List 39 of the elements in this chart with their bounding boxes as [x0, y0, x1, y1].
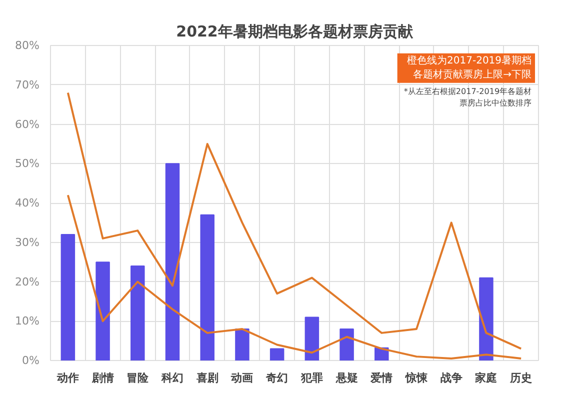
y-tick-label: 60% — [15, 118, 40, 131]
bar — [96, 262, 110, 360]
bar — [270, 348, 284, 360]
y-tick-label: 40% — [15, 196, 40, 210]
x-tick-label: 犯罪 — [300, 372, 323, 384]
x-tick-label: 历史 — [509, 372, 532, 384]
x-tick-label: 爱情 — [370, 372, 393, 384]
x-tick-label: 战争 — [440, 372, 462, 384]
y-tick-label: 70% — [15, 78, 40, 92]
x-tick-label: 动画 — [230, 372, 254, 384]
bar — [60, 234, 76, 360]
x-tick-label: 家庭 — [474, 372, 498, 384]
chart-title: 2022年暑期档电影各题材票房贡献 — [176, 22, 414, 40]
annotation: 橙色线为2017-2019暑期档 — [407, 54, 532, 67]
x-tick-label: 冒险 — [126, 372, 150, 384]
bar — [479, 277, 494, 360]
bar — [130, 266, 145, 360]
annotation: 票房占比中位数排序 — [460, 98, 532, 108]
bar — [340, 328, 354, 360]
bar — [165, 163, 180, 360]
y-tick-label: 10% — [15, 314, 40, 328]
bar — [304, 316, 320, 360]
bar — [200, 214, 214, 360]
annotation: *从左至右根据2017-2019年各题材 — [404, 86, 532, 96]
x-tick-label: 悬疑 — [334, 372, 358, 384]
y-tick-label: 0% — [22, 354, 40, 367]
annotation: 各题材贡献票房上限→下限 — [413, 68, 532, 81]
x-tick-label: 动作 — [56, 372, 79, 384]
y-tick-label: 20% — [15, 275, 40, 288]
x-tick-label: 喜剧 — [195, 372, 218, 384]
bar — [235, 328, 250, 360]
x-tick-label: 剧情 — [90, 372, 114, 384]
x-tick-label: 奇幻 — [265, 372, 288, 384]
line-series — [66, 194, 522, 360]
y-tick-label: 80% — [15, 39, 40, 52]
y-tick-label: 50% — [15, 157, 40, 170]
x-tick-label: 科幻 — [160, 372, 184, 384]
y-tick-label: 30% — [15, 236, 40, 249]
x-tick-label: 惊悚 — [404, 372, 428, 384]
